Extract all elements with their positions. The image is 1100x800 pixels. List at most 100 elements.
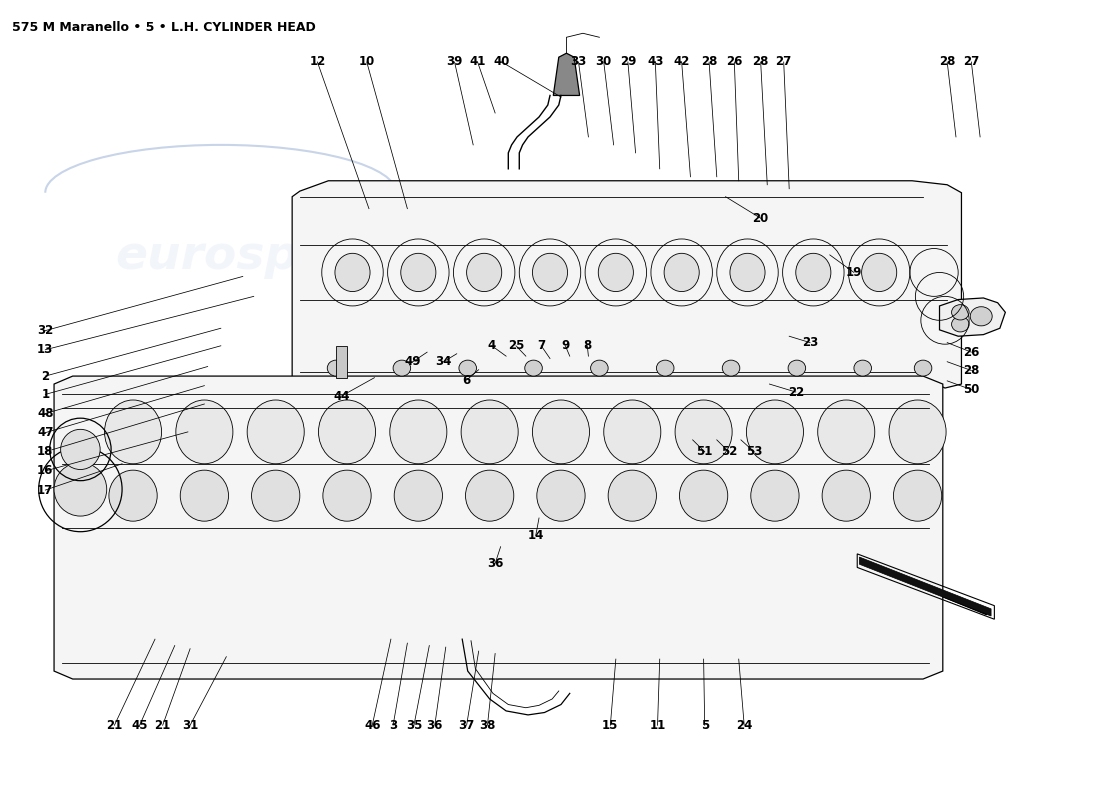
Text: 11: 11 bbox=[649, 718, 666, 732]
Ellipse shape bbox=[664, 254, 700, 291]
Text: 1: 1 bbox=[41, 388, 50, 401]
Text: 29: 29 bbox=[619, 55, 636, 69]
Ellipse shape bbox=[466, 254, 502, 291]
Text: 41: 41 bbox=[470, 55, 486, 69]
Ellipse shape bbox=[608, 470, 657, 521]
Text: 50: 50 bbox=[964, 383, 979, 396]
Ellipse shape bbox=[400, 254, 436, 291]
Text: 24: 24 bbox=[736, 718, 752, 732]
Polygon shape bbox=[939, 298, 1005, 336]
Text: 4: 4 bbox=[487, 339, 496, 352]
Ellipse shape bbox=[952, 305, 969, 320]
Text: 17: 17 bbox=[37, 483, 54, 497]
Text: 40: 40 bbox=[494, 55, 510, 69]
Text: 33: 33 bbox=[571, 55, 586, 69]
Ellipse shape bbox=[109, 470, 157, 521]
Text: 38: 38 bbox=[480, 718, 496, 732]
Ellipse shape bbox=[914, 360, 932, 376]
Ellipse shape bbox=[952, 317, 969, 332]
Text: 34: 34 bbox=[436, 355, 452, 368]
Ellipse shape bbox=[889, 400, 946, 464]
Text: 36: 36 bbox=[487, 557, 504, 570]
Text: 51: 51 bbox=[696, 446, 713, 458]
Text: 52: 52 bbox=[720, 446, 737, 458]
Text: 28: 28 bbox=[939, 55, 956, 69]
Text: 13: 13 bbox=[37, 343, 54, 356]
Text: 6: 6 bbox=[462, 374, 471, 386]
Ellipse shape bbox=[788, 360, 805, 376]
Text: 48: 48 bbox=[37, 407, 54, 420]
Text: 27: 27 bbox=[776, 55, 792, 69]
Text: 9: 9 bbox=[561, 339, 570, 352]
Ellipse shape bbox=[461, 400, 518, 464]
Ellipse shape bbox=[252, 470, 300, 521]
Text: 44: 44 bbox=[333, 390, 350, 402]
Text: 35: 35 bbox=[406, 718, 422, 732]
Ellipse shape bbox=[459, 360, 476, 376]
Ellipse shape bbox=[854, 360, 871, 376]
Text: 39: 39 bbox=[447, 55, 463, 69]
Ellipse shape bbox=[537, 470, 585, 521]
Text: 28: 28 bbox=[964, 364, 979, 377]
Ellipse shape bbox=[394, 470, 442, 521]
Ellipse shape bbox=[465, 470, 514, 521]
Ellipse shape bbox=[591, 360, 608, 376]
Ellipse shape bbox=[319, 400, 375, 464]
Text: 47: 47 bbox=[37, 426, 54, 439]
Text: 19: 19 bbox=[846, 266, 862, 279]
Ellipse shape bbox=[323, 470, 371, 521]
Text: 31: 31 bbox=[182, 718, 198, 732]
Text: 32: 32 bbox=[37, 324, 54, 337]
Text: 3: 3 bbox=[389, 718, 397, 732]
Ellipse shape bbox=[723, 360, 740, 376]
Ellipse shape bbox=[822, 470, 870, 521]
Ellipse shape bbox=[751, 470, 799, 521]
Text: 25: 25 bbox=[508, 339, 525, 352]
Text: 16: 16 bbox=[37, 465, 54, 478]
Text: 575 M Maranello • 5 • L.H. CYLINDER HEAD: 575 M Maranello • 5 • L.H. CYLINDER HEAD bbox=[12, 22, 316, 34]
Ellipse shape bbox=[747, 400, 803, 464]
Text: 14: 14 bbox=[528, 529, 543, 542]
Text: 22: 22 bbox=[788, 386, 804, 398]
Text: 49: 49 bbox=[405, 355, 421, 368]
Text: 30: 30 bbox=[595, 55, 612, 69]
Ellipse shape bbox=[532, 400, 590, 464]
Text: 26: 26 bbox=[964, 346, 979, 358]
Ellipse shape bbox=[675, 400, 733, 464]
Ellipse shape bbox=[598, 254, 634, 291]
Text: 8: 8 bbox=[583, 339, 592, 352]
Ellipse shape bbox=[60, 430, 100, 470]
Text: 45: 45 bbox=[131, 718, 147, 732]
Text: 28: 28 bbox=[701, 55, 717, 69]
Text: 42: 42 bbox=[673, 55, 690, 69]
Text: 21: 21 bbox=[107, 718, 122, 732]
Polygon shape bbox=[553, 54, 580, 95]
Text: 26: 26 bbox=[726, 55, 742, 69]
Ellipse shape bbox=[532, 254, 568, 291]
Polygon shape bbox=[293, 181, 961, 388]
Text: 2: 2 bbox=[41, 370, 50, 382]
Text: 37: 37 bbox=[459, 718, 475, 732]
Ellipse shape bbox=[389, 400, 447, 464]
Text: 28: 28 bbox=[752, 55, 769, 69]
Text: 21: 21 bbox=[155, 718, 170, 732]
Text: 46: 46 bbox=[364, 718, 381, 732]
Text: 27: 27 bbox=[964, 55, 979, 69]
Ellipse shape bbox=[795, 254, 830, 291]
Text: 7: 7 bbox=[537, 339, 546, 352]
Ellipse shape bbox=[657, 360, 674, 376]
Ellipse shape bbox=[861, 254, 896, 291]
Ellipse shape bbox=[180, 470, 229, 521]
Text: 10: 10 bbox=[359, 55, 375, 69]
Ellipse shape bbox=[604, 400, 661, 464]
Ellipse shape bbox=[893, 470, 942, 521]
Text: eurospares: eurospares bbox=[455, 442, 755, 486]
Text: 15: 15 bbox=[602, 718, 618, 732]
Ellipse shape bbox=[248, 400, 305, 464]
Text: eurospares: eurospares bbox=[116, 234, 414, 279]
Text: 12: 12 bbox=[309, 55, 326, 69]
Ellipse shape bbox=[680, 470, 728, 521]
Ellipse shape bbox=[393, 360, 410, 376]
Ellipse shape bbox=[328, 360, 344, 376]
Ellipse shape bbox=[525, 360, 542, 376]
